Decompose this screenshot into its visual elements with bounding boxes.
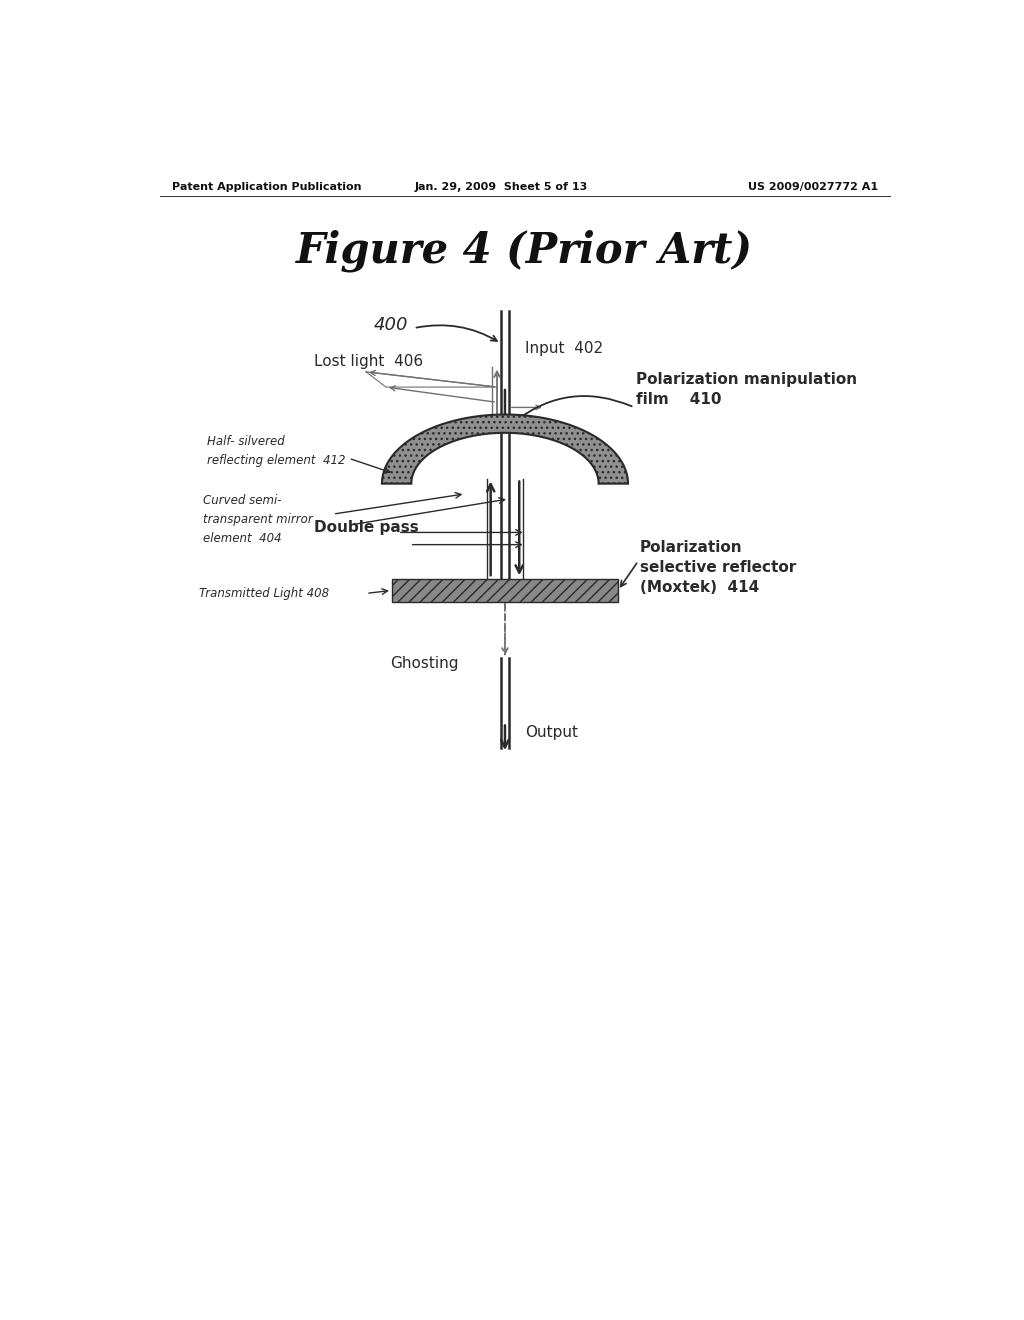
Text: Curved semi-
transparent mirror
element  404: Curved semi- transparent mirror element …: [204, 494, 313, 545]
Text: Half- silvered
reflecting element  412: Half- silvered reflecting element 412: [207, 436, 346, 467]
Text: Double pass: Double pass: [314, 520, 419, 535]
Text: (Moxtek)  414: (Moxtek) 414: [640, 581, 759, 595]
Text: Lost light  406: Lost light 406: [314, 354, 424, 370]
Text: Jan. 29, 2009  Sheet 5 of 13: Jan. 29, 2009 Sheet 5 of 13: [415, 182, 588, 191]
Text: film    410: film 410: [636, 392, 721, 407]
Text: Patent Application Publication: Patent Application Publication: [172, 182, 361, 191]
Text: Polarization manipulation: Polarization manipulation: [636, 372, 857, 387]
Text: selective reflector: selective reflector: [640, 560, 796, 576]
Polygon shape: [382, 414, 628, 483]
Text: Ghosting: Ghosting: [390, 656, 459, 672]
Text: Figure 4 (Prior Art): Figure 4 (Prior Art): [296, 230, 754, 272]
Text: Output: Output: [524, 725, 578, 741]
Text: Polarization: Polarization: [640, 540, 742, 554]
Text: US 2009/0027772 A1: US 2009/0027772 A1: [748, 182, 878, 191]
Text: Input  402: Input 402: [524, 342, 603, 356]
Text: Transmitted Light 408: Transmitted Light 408: [200, 587, 330, 599]
Text: 400: 400: [374, 315, 409, 334]
Bar: [392, 579, 618, 602]
